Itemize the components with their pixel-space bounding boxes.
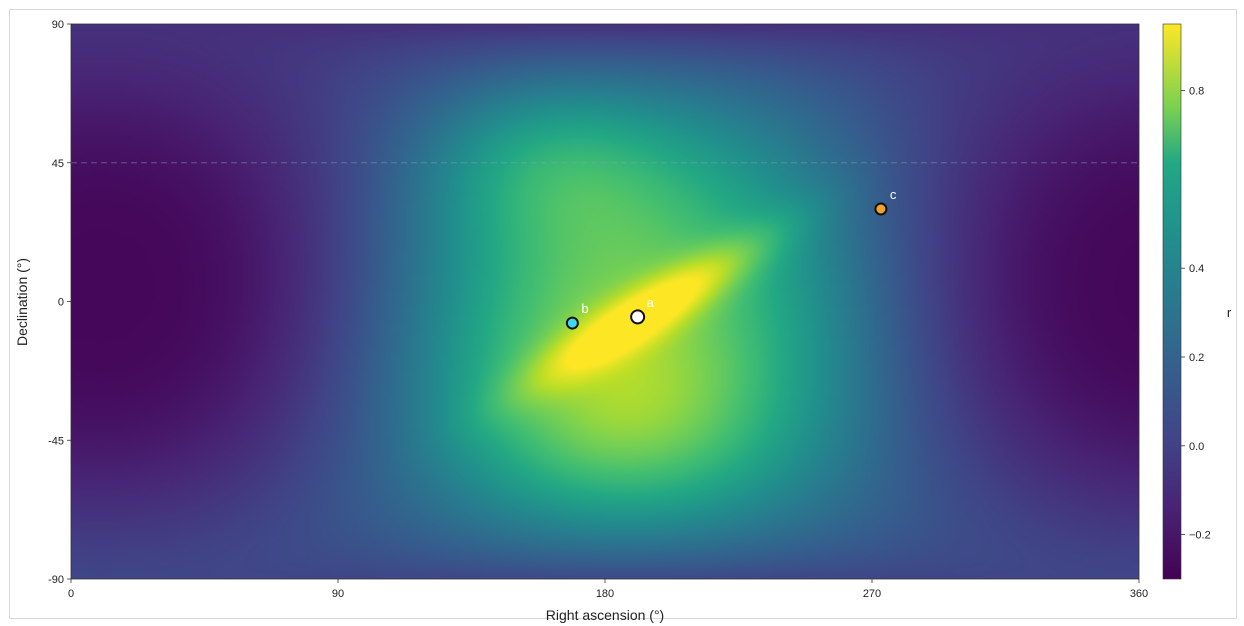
marker-label-b: b xyxy=(581,301,588,316)
figure-frame xyxy=(9,9,1237,619)
x-tick-label: 0 xyxy=(68,588,74,600)
colorbar-tick-label: 0.0 xyxy=(1189,441,1204,453)
y-tick-label: -45 xyxy=(48,435,64,447)
x-tick-label: 180 xyxy=(596,588,614,600)
x-axis: 0 90 180 270 360 xyxy=(68,579,1148,600)
x-tick-label: 270 xyxy=(863,588,881,600)
x-axis-label: Right ascension (°) xyxy=(546,607,664,623)
marker-b xyxy=(565,316,579,330)
marker-label-c: c xyxy=(890,187,897,202)
colorbar-gradient xyxy=(1162,23,1182,580)
heatmap xyxy=(71,24,1139,579)
x-tick-label: 90 xyxy=(332,588,344,600)
correlation-heatmap xyxy=(71,24,1139,579)
y-tick-label: 90 xyxy=(52,19,64,31)
y-tick-label: -90 xyxy=(48,574,64,586)
marker-c xyxy=(874,202,888,216)
x-tick-label: 360 xyxy=(1130,588,1148,600)
colorbar-label: r xyxy=(1227,305,1232,320)
y-axis-label: Declination (°) xyxy=(14,258,30,346)
colorbar-axis: 0.8 0.4 0.2 0.0 −0.2 xyxy=(1181,86,1211,542)
colorbar-tick-label: 0.2 xyxy=(1189,352,1204,364)
marker-label-a: a xyxy=(647,295,655,310)
markers: a b c xyxy=(565,187,897,330)
colorbar-tick-label: −0.2 xyxy=(1189,530,1211,542)
marker-a xyxy=(630,309,646,325)
y-tick-label: 45 xyxy=(52,158,64,170)
colorbar-tick-label: 0.4 xyxy=(1189,263,1204,275)
y-axis: 90 45 0 -45 -90 xyxy=(48,19,71,586)
y-tick-label: 0 xyxy=(58,297,64,309)
colorbar-tick-label: 0.8 xyxy=(1189,86,1204,98)
colorbar: 0.8 0.4 0.2 0.0 −0.2 r xyxy=(1162,23,1232,580)
